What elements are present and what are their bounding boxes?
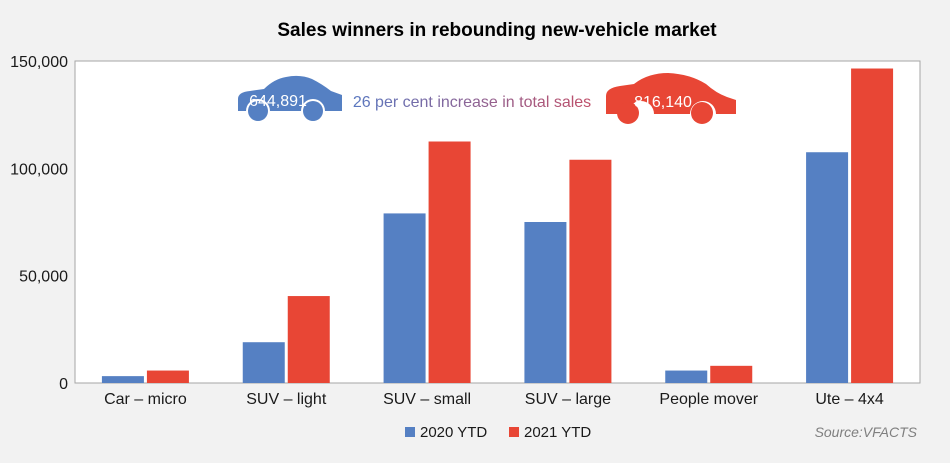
y-tick-label: 100,000	[10, 161, 68, 178]
bar-2020-ytd	[383, 213, 426, 383]
x-tick-label: SUV – large	[525, 391, 611, 408]
x-tick-label: SUV – light	[246, 391, 327, 408]
blue-car-wheel-icon	[303, 101, 323, 121]
x-tick-label: People mover	[659, 391, 758, 408]
x-axis: Car – micro SUV – light SUV – small SUV – l…	[104, 391, 884, 408]
bar-2021-ytd	[146, 370, 189, 383]
plot-area	[74, 60, 921, 384]
red-car-wheel-icon	[691, 102, 713, 124]
bar-2020-ytd	[242, 342, 285, 383]
bar-2021-ytd	[569, 159, 612, 383]
y-tick-label: 50,000	[19, 269, 68, 286]
y-axis: 0 50,000 100,000 150,000	[10, 54, 68, 393]
bar-2021-ytd	[851, 68, 894, 383]
legend-label-2020: 2020 YTD	[420, 424, 487, 441]
blue-car-wheel-icon	[248, 101, 268, 121]
legend: 2020 YTD 2021 YTD	[405, 424, 591, 441]
red-car-icon	[606, 73, 736, 114]
bar-2020-ytd	[101, 376, 144, 383]
y-tick-label: 150,000	[10, 54, 68, 71]
legend-swatch-2020	[405, 427, 415, 437]
source-note: Source:VFACTS	[815, 424, 918, 440]
bar-2020-ytd	[665, 370, 708, 383]
x-tick-label: Ute – 4x4	[815, 391, 884, 408]
bar-2021-ytd	[287, 296, 330, 383]
x-tick-label: SUV – small	[383, 391, 471, 408]
bar-2020-ytd	[806, 152, 849, 383]
legend-label-2021: 2021 YTD	[524, 424, 591, 441]
car-2020-annotation: 644,891	[238, 75, 342, 121]
legend-swatch-2021	[509, 427, 519, 437]
bar-2020-ytd	[524, 222, 567, 383]
red-car-wheel-icon	[617, 102, 639, 124]
bar-2021-ytd	[710, 365, 753, 383]
chart-title: Sales winners in rebounding new-vehicle …	[277, 20, 717, 41]
car-2021-annotation: 816,140	[606, 73, 736, 124]
increase-annotation: 26 per cent increase in total sales	[353, 94, 591, 111]
blue-car-icon	[238, 75, 342, 111]
y-tick-label: 0	[59, 376, 68, 393]
bar-2021-ytd	[428, 141, 471, 383]
bars-group	[101, 68, 894, 383]
total-2020-label: 644,891	[249, 93, 307, 110]
total-2021-label: 816,140	[634, 94, 692, 111]
x-tick-label: Car – micro	[104, 391, 187, 408]
